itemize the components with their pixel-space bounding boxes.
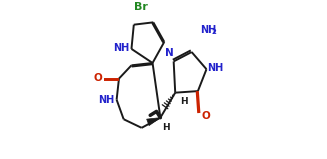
Text: NH: NH <box>200 25 216 35</box>
Text: N: N <box>165 48 174 58</box>
Text: O: O <box>93 73 102 83</box>
Text: H: H <box>162 123 170 132</box>
Text: NH: NH <box>207 63 223 73</box>
Polygon shape <box>147 118 160 126</box>
Text: NH: NH <box>113 43 129 53</box>
Text: H: H <box>180 97 188 106</box>
Text: NH: NH <box>98 96 114 105</box>
Text: 2: 2 <box>212 29 216 35</box>
Text: O: O <box>201 111 210 121</box>
Text: Br: Br <box>134 2 148 12</box>
